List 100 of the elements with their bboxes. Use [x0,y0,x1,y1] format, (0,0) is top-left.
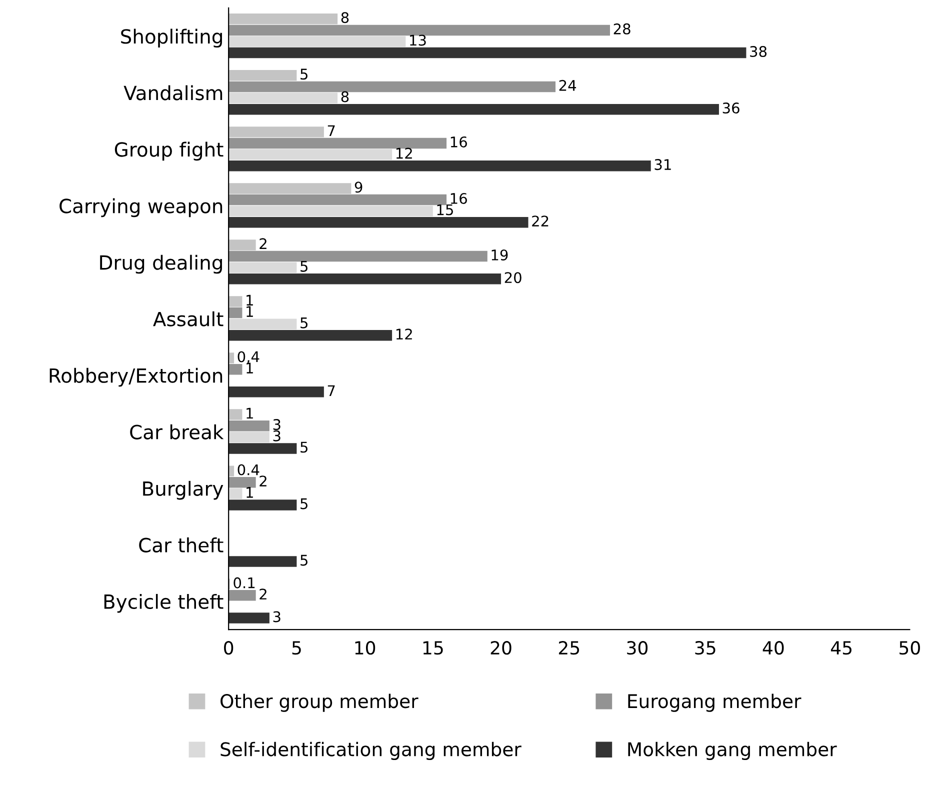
bar [228,183,352,194]
data-label: 31 [654,159,671,170]
data-label: 5 [300,442,308,453]
data-label: 5 [300,498,308,510]
bar [228,104,719,115]
bar [228,307,242,318]
bar [228,138,447,149]
data-label: 3 [273,419,280,430]
bar [228,14,338,24]
bar [228,409,242,420]
bar [228,36,406,47]
legend-label: Self-identification gang member [220,742,522,760]
legend-label: Mokken gang member [628,742,837,760]
data-label: 15 [437,204,453,216]
bar [228,160,651,172]
bar [228,364,242,375]
y-tick-label: Assault [153,311,224,326]
x-tick-label: 40 [762,641,784,655]
y-tick-label: Shoplifting [121,28,222,48]
legend-label: Eurogang member [628,694,802,712]
bar [228,612,270,624]
data-label: 8 [341,91,349,102]
data-label: 1 [246,408,253,419]
data-label: 0.4 [238,464,260,476]
bar [228,318,297,330]
bar [228,330,392,341]
x-tick-label: 5 [292,641,301,655]
data-label: 19 [492,249,508,261]
y-tick-label: Drug dealing [100,254,222,274]
data-label: 16 [450,192,467,204]
data-label: 24 [559,80,576,91]
bar [228,296,242,307]
bar [228,194,447,206]
data-label: 2 [260,476,266,486]
y-tick-label: Car theft [139,537,224,552]
data-label: 3 [273,430,280,442]
y-tick-label: Car break [130,424,224,440]
data-label: 7 [328,125,335,136]
data-label: 16 [450,136,467,148]
data-label: 1 [246,362,253,374]
bar [228,24,610,36]
bar [228,500,297,510]
bar [228,432,270,443]
y-tick-label: Carrying weapon [60,198,222,218]
data-label: 8 [341,12,349,24]
data-label: 2 [260,588,266,600]
y-tick-label: Robbery/Extortion [50,368,222,387]
data-label: 5 [300,554,308,566]
bar [228,274,502,284]
bar [228,216,528,228]
data-label: 28 [614,23,630,34]
data-label: 22 [532,216,548,226]
bar [228,466,234,476]
data-label: 12 [396,328,412,340]
data-label: 20 [504,272,522,284]
data-label: 7 [328,385,335,396]
data-label: 1 [246,306,253,317]
data-label: 1 [246,294,253,306]
bar [228,590,256,601]
bar [228,443,297,454]
x-tick-label: 30 [627,641,648,655]
x-tick-label: 15 [423,641,443,655]
data-label: 38 [750,46,767,58]
bar [228,386,324,398]
data-label: 3 [273,611,280,622]
data-label: 1 [246,487,253,498]
x-tick-label: 10 [355,641,376,655]
x-tick-label: 20 [490,641,512,655]
bar [228,556,297,567]
bar [228,420,270,432]
x-tick-label: 50 [900,641,920,655]
data-label: 36 [722,102,740,114]
y-tick-label: Group fight [114,142,224,161]
y-tick-label: Vandalism [124,85,222,100]
bar [228,70,297,81]
bar [228,149,392,160]
x-tick-label: 45 [830,641,852,655]
y-tick-label: Burglary [143,480,224,500]
bar [228,126,324,138]
x-tick-label: 25 [558,641,580,655]
x-tick-label: 0 [224,641,234,655]
bar [228,250,488,262]
bar [228,488,242,500]
x-tick-label: 35 [695,641,716,655]
bar [228,81,556,92]
data-label: 9 [354,182,362,193]
data-label: 5 [300,68,308,80]
bar [228,47,746,58]
legend-label: Other group member [220,694,418,712]
data-label: 0.1 [234,577,255,588]
bar [228,476,256,488]
bar [228,206,433,216]
data-label: 12 [396,148,412,159]
data-label: 13 [410,34,426,46]
data-label: 2 [260,238,266,249]
bar [228,262,297,273]
bar [228,240,256,250]
data-label: 5 [300,317,308,328]
data-label: 5 [300,260,308,272]
bar [228,352,234,364]
